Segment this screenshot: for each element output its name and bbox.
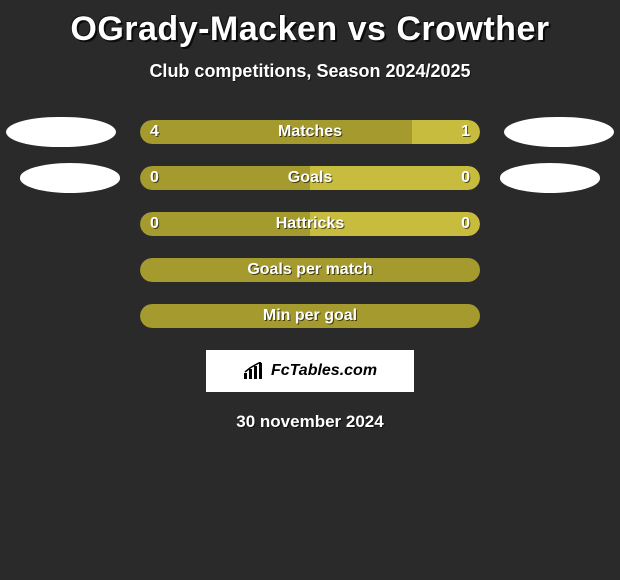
stat-label: Min per goal [140,304,480,328]
stat-bar: 00Goals [140,166,480,190]
stat-label: Matches [140,120,480,144]
page-subtitle: Club competitions, Season 2024/2025 [0,61,620,82]
stat-label: Goals per match [140,258,480,282]
credit-text: FcTables.com [271,362,377,380]
stat-label: Goals [140,166,480,190]
stat-label: Hattricks [140,212,480,236]
stat-row: 41Matches [0,120,620,144]
stat-bar: Min per goal [140,304,480,328]
stat-rows: 41Matches 00Goals 00Hattricks Goals per mat… [0,120,620,328]
page-title: OGrady-Macken vs Crowther [0,0,620,49]
stat-row: 00Goals [0,166,620,190]
comparison-infographic: OGrady-Macken vs Crowther Club competiti… [0,0,620,580]
right-decor-ellipse [500,163,600,193]
credit-box: FcTables.com [206,350,414,392]
stat-bar: 00Hattricks [140,212,480,236]
left-decor-ellipse [6,117,116,147]
stat-bar: Goals per match [140,258,480,282]
stat-bar: 41Matches [140,120,480,144]
bars-icon [243,362,265,380]
right-decor-ellipse [504,117,614,147]
stat-row: Min per goal [0,304,620,328]
date-text: 30 november 2024 [0,412,620,432]
fctables-logo: FcTables.com [243,362,377,380]
stat-row: Goals per match [0,258,620,282]
left-decor-ellipse [20,163,120,193]
stat-row: 00Hattricks [0,212,620,236]
